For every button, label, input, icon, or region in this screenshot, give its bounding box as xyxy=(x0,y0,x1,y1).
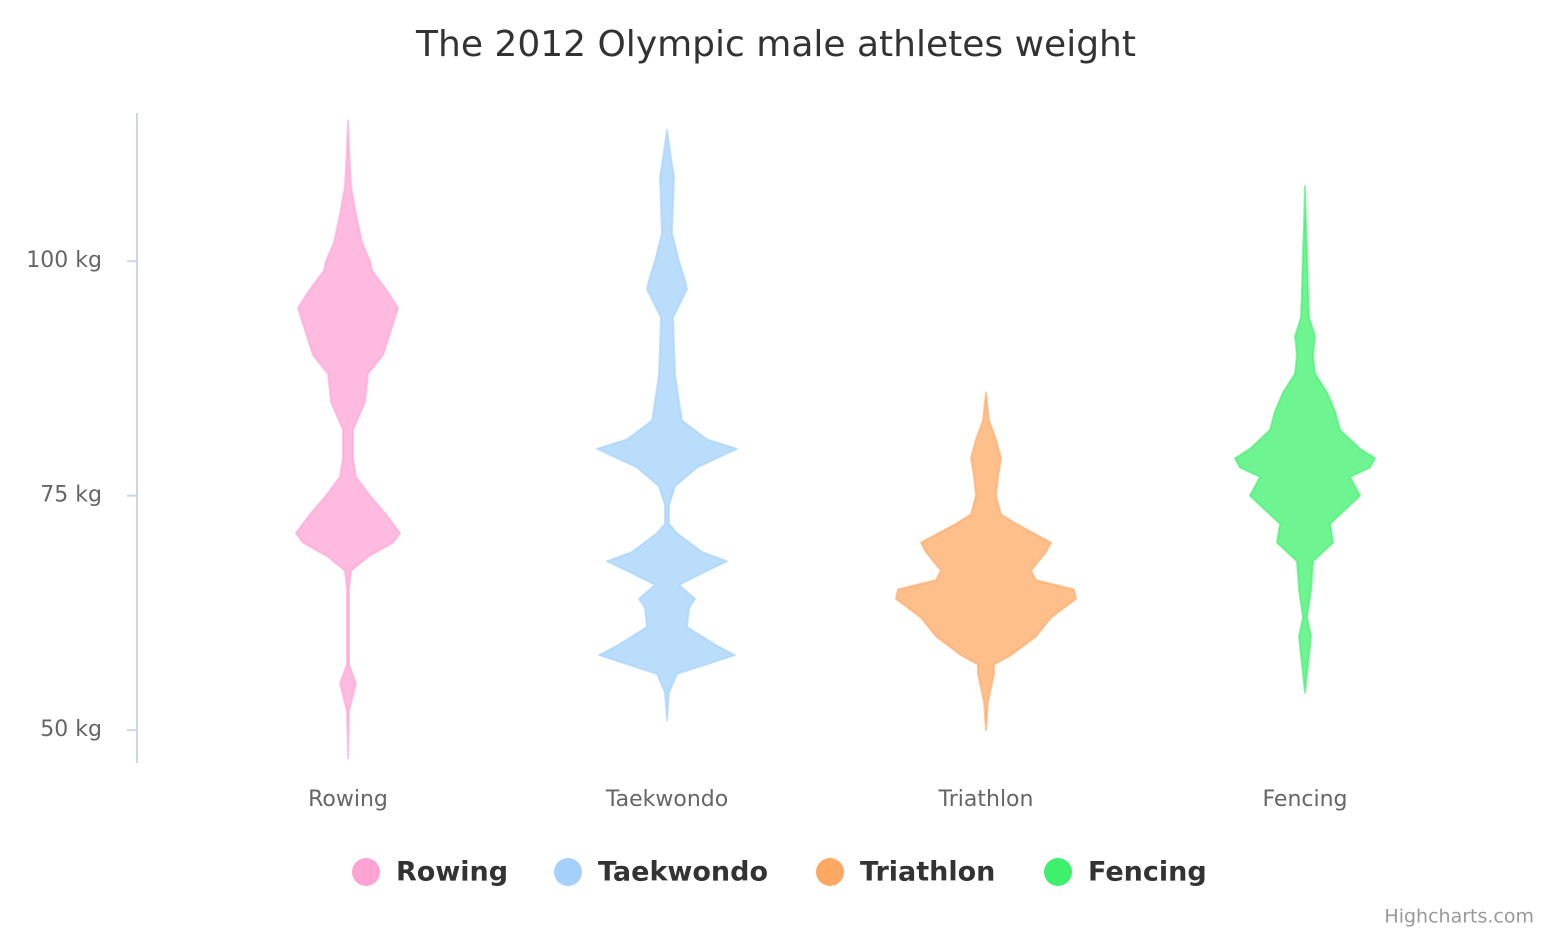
x-tick-label: Fencing xyxy=(1262,787,1347,812)
violin xyxy=(1234,185,1376,694)
chart-title: The 2012 Olympic male athletes weight xyxy=(415,24,1136,65)
y-tick-label: 50 kg xyxy=(40,717,102,742)
credits: Highcharts.com xyxy=(1384,906,1534,928)
x-tick-label: Taekwondo xyxy=(605,787,728,812)
legend-symbol xyxy=(816,858,844,886)
x-tick-label: Triathlon xyxy=(938,787,1034,812)
legend-label: Rowing xyxy=(396,857,508,888)
y-tick-label: 75 kg xyxy=(40,483,102,508)
legend-symbol xyxy=(352,858,380,886)
x-tick-label: Rowing xyxy=(308,787,388,812)
legend-label: Triathlon xyxy=(860,857,995,888)
legend-symbol xyxy=(1044,858,1072,886)
legend-label: Taekwondo xyxy=(598,857,768,888)
violin xyxy=(295,119,401,760)
violin xyxy=(596,128,738,722)
violin xyxy=(895,391,1077,732)
legend-symbol xyxy=(554,858,582,886)
y-tick-label: 100 kg xyxy=(26,248,102,273)
legend-label: Fencing xyxy=(1088,857,1207,888)
